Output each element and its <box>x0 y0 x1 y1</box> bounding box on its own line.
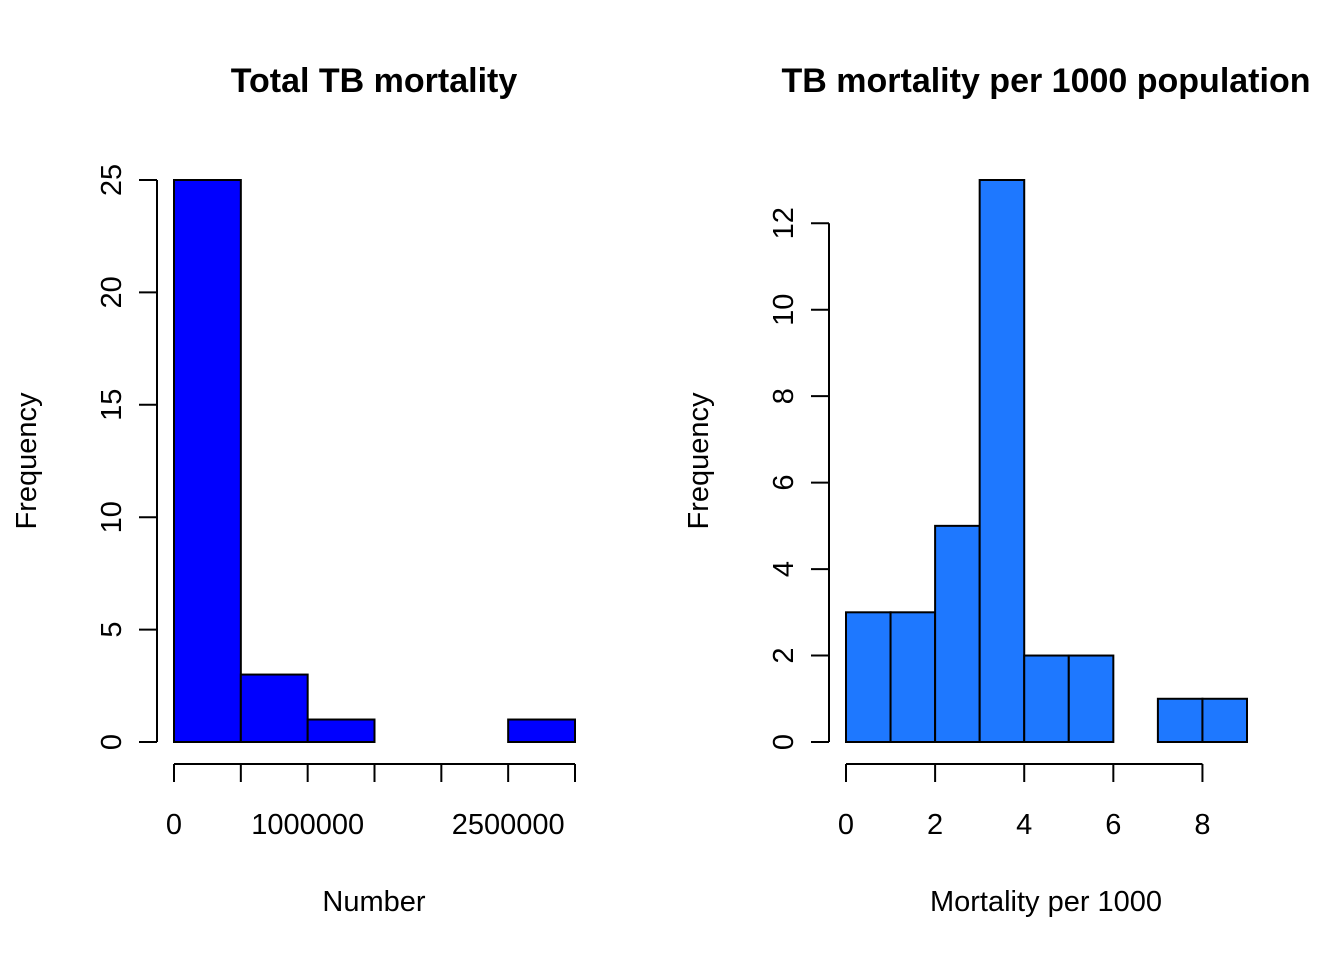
total-mortality-panel: Total TB mortality Number Frequency 0 5 10… <box>11 62 576 918</box>
panel-title: TB mortality per 1000 population <box>782 62 1311 100</box>
y-tick-label: 5 <box>96 622 128 638</box>
histogram-bar <box>889 611 937 743</box>
y-tick-label: 10 <box>768 294 800 326</box>
x-tick-label: 6 <box>1105 809 1121 841</box>
x-tick-label: 1000000 <box>251 809 364 841</box>
histogram-bar <box>306 718 376 744</box>
y-tick-label: 6 <box>768 475 800 491</box>
x-tick-label: 8 <box>1194 809 1210 841</box>
histogram-bar <box>173 179 242 743</box>
histogram-bar <box>1023 654 1070 743</box>
y-axis-label: Frequency <box>683 392 715 530</box>
y-axis: 0 2 4 6 8 10 12 <box>768 207 830 750</box>
x-axis: 0 1000000 2500000 <box>166 763 576 841</box>
histogram-bar <box>1156 697 1204 743</box>
histogram-bar <box>1067 654 1115 743</box>
y-axis: 0 5 10 15 20 25 <box>96 164 158 750</box>
x-tick-label: 2 <box>927 809 943 841</box>
x-axis-label: Mortality per 1000 <box>930 886 1162 918</box>
x-tick-label: 4 <box>1016 809 1032 841</box>
y-tick-label: 15 <box>96 389 128 421</box>
y-tick-label: 20 <box>96 276 128 308</box>
y-tick-label: 8 <box>768 388 800 404</box>
y-tick-label: 10 <box>96 501 128 533</box>
x-axis: 0 2 4 6 8 <box>838 763 1211 841</box>
y-tick-label: 2 <box>768 647 800 663</box>
bars-group <box>173 179 576 744</box>
y-tick-label: 12 <box>768 207 800 239</box>
x-axis-label: Number <box>322 886 425 918</box>
histogram-bar <box>507 718 576 744</box>
x-tick-label: 2500000 <box>452 809 565 841</box>
histogram-bar <box>978 179 1026 743</box>
bars-group <box>845 179 1249 743</box>
y-tick-label: 25 <box>96 164 128 196</box>
x-tick-label: 0 <box>838 809 854 841</box>
x-tick-label: 0 <box>166 809 182 841</box>
y-tick-label: 4 <box>768 561 800 577</box>
histogram-bar <box>934 524 981 743</box>
histogram-bar <box>845 611 892 743</box>
mortality-per-1000-panel: TB mortality per 1000 population Mortali… <box>683 62 1310 918</box>
y-tick-label: 0 <box>768 734 800 750</box>
panel-title: Total TB mortality <box>231 62 518 100</box>
y-tick-label: 0 <box>96 734 128 750</box>
histogram-bar <box>239 673 309 743</box>
y-axis-label: Frequency <box>11 392 43 530</box>
histogram-bar <box>1201 697 1249 743</box>
